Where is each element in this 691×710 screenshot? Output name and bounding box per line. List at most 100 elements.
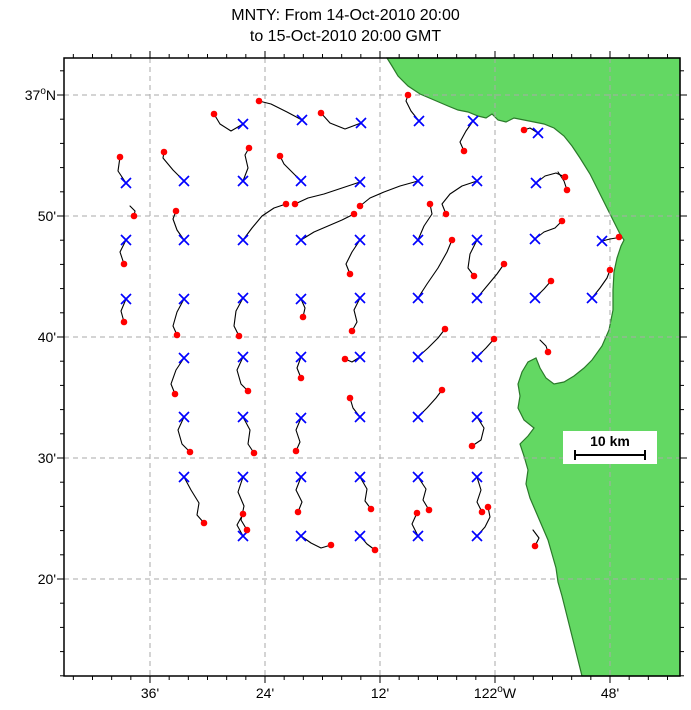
trajectory	[471, 416, 485, 447]
x-tick-label: 12'	[371, 685, 389, 701]
end-dot-marker	[173, 331, 181, 339]
start-x-marker	[178, 293, 190, 305]
end-dot-marker	[120, 318, 128, 326]
end-dot-marker	[243, 526, 251, 534]
start-x-marker	[295, 293, 307, 305]
end-dot-marker	[116, 153, 124, 161]
start-x-marker	[178, 234, 190, 246]
y-tick-label: 50'	[38, 208, 56, 224]
end-dot-marker	[356, 202, 364, 210]
trajectory	[534, 220, 563, 240]
x-tick-label: 24'	[256, 685, 274, 701]
end-dot-marker	[297, 374, 305, 382]
figure-title-line1: MNTY: From 14-Oct-2010 20:00	[231, 7, 460, 24]
trajectory	[120, 298, 127, 323]
start-x-marker	[354, 530, 366, 542]
start-x-marker	[237, 471, 249, 483]
end-dot-marker	[172, 207, 180, 215]
start-x-marker	[354, 471, 366, 483]
start-x-marker	[296, 114, 308, 126]
end-dot-marker	[244, 387, 252, 395]
trajectory	[476, 263, 505, 299]
start-x-marker	[237, 411, 249, 423]
start-x-marker	[412, 471, 424, 483]
start-x-marker	[355, 117, 367, 129]
end-dot-marker	[171, 390, 179, 398]
trajectory	[345, 239, 361, 275]
x-tick-label: 48'	[601, 685, 619, 701]
end-dot-marker	[341, 355, 349, 363]
start-x-marker	[120, 177, 132, 189]
trajectory	[296, 356, 302, 379]
start-x-marker	[178, 175, 190, 187]
end-dot-marker	[348, 327, 356, 335]
start-x-marker	[471, 351, 483, 363]
start-x-marker	[471, 411, 483, 423]
start-x-marker	[120, 293, 132, 305]
trajectory	[295, 417, 302, 452]
x-tick-label: 36'	[141, 685, 159, 701]
trajectory	[172, 298, 185, 336]
end-dot-marker	[470, 272, 478, 280]
start-x-marker	[412, 292, 424, 304]
end-dot-marker	[520, 126, 528, 134]
scale-bar-label: 10 km	[590, 433, 630, 449]
trajectory	[351, 297, 361, 332]
trajectory	[591, 269, 611, 299]
trajectory	[119, 239, 127, 265]
trajectory	[236, 356, 249, 392]
start-x-marker	[532, 127, 544, 139]
end-dot-marker	[250, 449, 258, 457]
grid-layer	[64, 58, 680, 676]
end-dot-marker	[120, 260, 128, 268]
trajectory	[117, 156, 127, 184]
trajectory	[359, 180, 419, 207]
start-x-marker	[413, 115, 425, 127]
trajectory	[233, 297, 244, 337]
end-dot-marker	[404, 91, 412, 99]
trajectory	[417, 203, 433, 241]
end-dot-marker	[255, 97, 263, 105]
start-x-marker	[354, 351, 366, 363]
end-dot-marker	[371, 546, 379, 554]
start-x-marker	[295, 234, 307, 246]
start-x-marker	[178, 471, 190, 483]
trajectory	[237, 476, 248, 531]
end-dot-marker	[367, 505, 375, 513]
start-x-marker	[354, 176, 366, 188]
end-dot-marker	[544, 348, 552, 356]
y-tick-label: 37oN	[25, 86, 56, 103]
x-tick-label: 122oW	[474, 684, 517, 701]
end-dot-marker	[500, 260, 508, 268]
start-x-marker	[467, 115, 479, 127]
trajectory	[295, 476, 303, 513]
start-x-marker	[412, 234, 424, 246]
start-x-marker	[237, 351, 249, 363]
start-x-marker	[354, 411, 366, 423]
end-dot-marker	[615, 233, 623, 241]
start-x-marker	[295, 412, 307, 424]
trajectory	[242, 416, 255, 454]
end-dot-marker	[245, 144, 253, 152]
end-marker-layer	[116, 91, 623, 554]
trajectory	[300, 535, 332, 549]
end-dot-marker	[186, 448, 194, 456]
end-dot-marker	[448, 236, 456, 244]
trajectory	[294, 181, 361, 205]
end-dot-marker	[531, 542, 539, 550]
start-x-marker	[412, 530, 424, 542]
end-dot-marker	[425, 506, 433, 514]
start-x-marker	[471, 292, 483, 304]
end-dot-marker	[561, 173, 569, 181]
end-dot-marker	[468, 442, 476, 450]
start-x-marker	[237, 292, 249, 304]
end-dot-marker	[346, 394, 354, 402]
y-tick-label: 30'	[38, 450, 56, 466]
figure-title-line2: to 15-Oct-2010 20:00 GMT	[249, 28, 442, 45]
end-dot-marker	[413, 509, 421, 517]
start-x-marker	[295, 471, 307, 483]
trajectory	[258, 100, 303, 121]
start-x-marker	[295, 530, 307, 542]
start-x-marker	[471, 234, 483, 246]
start-x-marker	[471, 175, 483, 187]
